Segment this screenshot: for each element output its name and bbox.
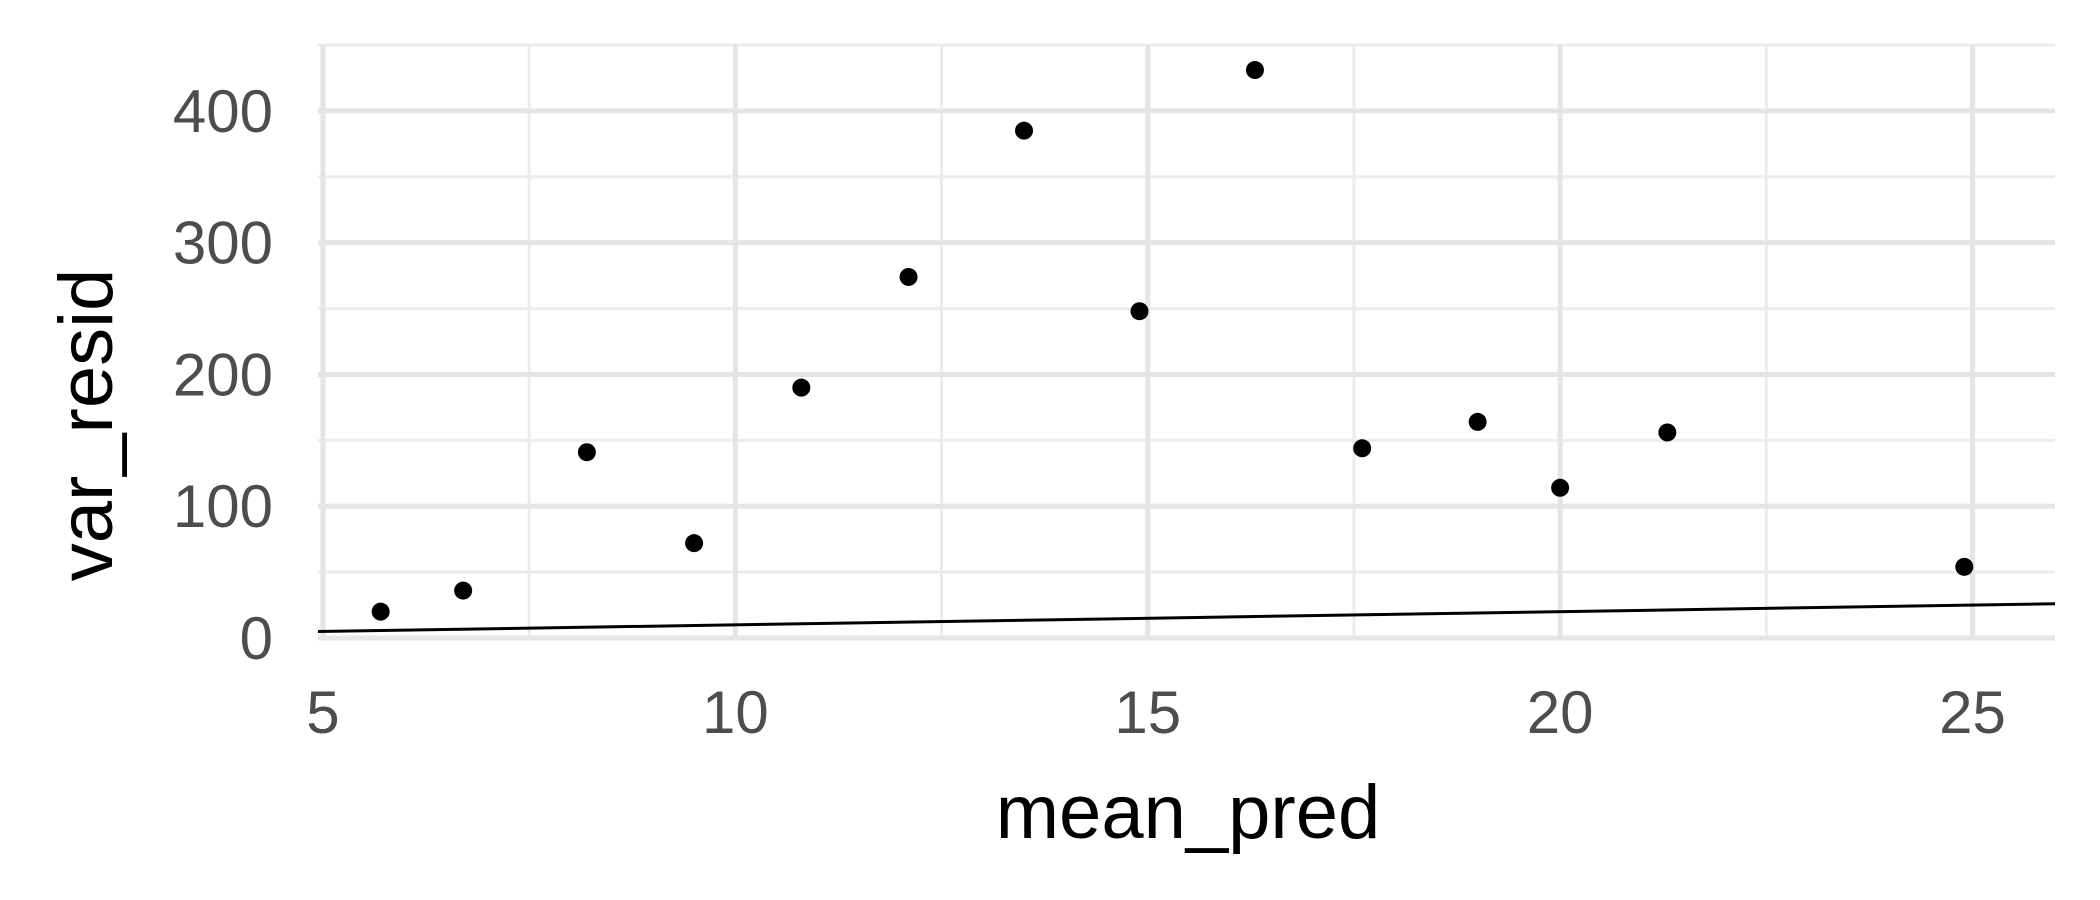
- x-tick-label: 25: [1939, 679, 2006, 746]
- x-tick-label: 20: [1527, 679, 1594, 746]
- y-tick-label: 0: [240, 605, 273, 672]
- data-point: [1658, 423, 1677, 442]
- reference-line: [317, 602, 2056, 634]
- data-point: [1955, 557, 1974, 576]
- data-point: [1015, 121, 1034, 140]
- x-tick-label: 5: [306, 679, 339, 746]
- data-point: [1245, 61, 1264, 80]
- y-tick-label: 100: [173, 473, 273, 540]
- y-tick-label: 300: [173, 210, 273, 277]
- y-tick-label: 200: [173, 341, 273, 408]
- y-tick-labels: 0 100 200 300 400: [173, 78, 273, 672]
- data-point: [685, 534, 704, 553]
- data-point: [577, 443, 596, 462]
- data-point: [371, 602, 390, 621]
- minor-gridlines: [318, 43, 2055, 640]
- data-point: [454, 581, 473, 600]
- major-gridlines: [318, 45, 2055, 641]
- y-axis-title: var_resid: [44, 269, 129, 582]
- y-tick-label: 400: [173, 78, 273, 145]
- data-point: [899, 267, 918, 286]
- x-tick-label: 15: [1114, 679, 1181, 746]
- data-points: [371, 61, 1974, 621]
- data-point: [1130, 302, 1149, 321]
- data-point: [1551, 478, 1570, 497]
- data-point: [1353, 439, 1372, 458]
- data-point: [1468, 412, 1487, 431]
- x-tick-label: 10: [702, 679, 769, 746]
- x-tick-labels: 5 10 15 20 25: [306, 679, 2006, 746]
- data-point: [792, 378, 811, 397]
- x-axis-title: mean_pred: [996, 770, 1381, 855]
